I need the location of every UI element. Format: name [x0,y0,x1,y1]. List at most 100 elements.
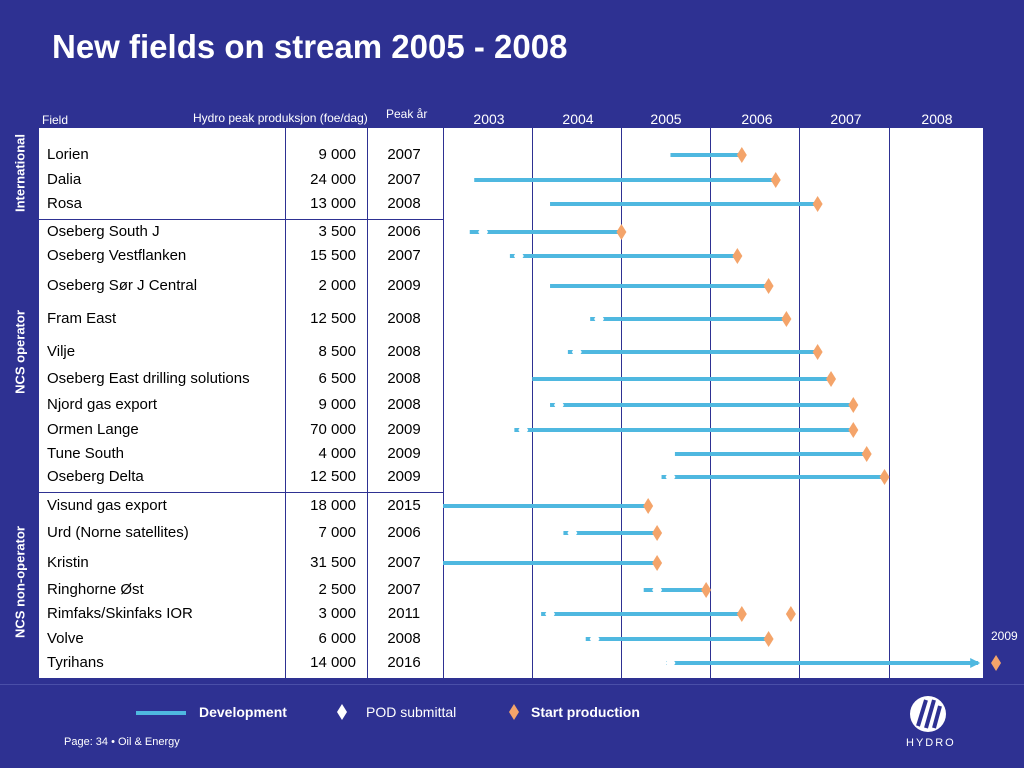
peak-year: 2008 [387,370,421,387]
start-production-marker [826,371,837,387]
peak-year: 2008 [387,310,421,327]
production-value: 2 500 [318,581,356,598]
production-value: 6 500 [318,370,356,387]
pod-marker [571,344,582,360]
peak-year: 2008 [387,343,421,360]
field-name: Oseberg East drilling solutions [47,370,250,387]
production-value: 12 500 [310,310,356,327]
peak-year: 2008 [387,396,421,413]
production-value: 3 000 [318,605,356,622]
legend-development-label: Development [199,704,287,720]
start-production-marker [848,422,859,438]
legend-start-diamond-icon [509,704,519,720]
peak-year: 2009 [387,277,421,294]
start-production-marker [861,446,872,462]
start-production-marker [770,172,781,188]
pod-marker [545,606,556,622]
header-peak: Peak år [386,107,428,121]
start-production-marker [732,248,743,264]
year-tick-2007: 2007 [830,111,862,127]
peak-year: 2009 [387,421,421,438]
field-name: Urd (Norne satellites) [47,524,189,541]
header-production: Hydro peak produksjon (foe/dag) [193,111,368,125]
production-value: 7 000 [318,524,356,541]
peak-year: 2007 [387,554,421,571]
start-production-marker [736,606,747,622]
production-value: 24 000 [310,171,356,188]
field-name: Rosa [47,195,83,212]
production-value: 15 500 [310,247,356,264]
production-value: 8 500 [318,343,356,360]
col-divider-peak [367,128,368,678]
field-name: Njord gas export [47,396,158,413]
field-name: Ormen Lange [47,421,139,438]
peak-year: 2016 [387,654,421,671]
production-value: 13 000 [310,195,356,212]
year-tick-2005: 2005 [650,111,682,127]
field-name: Rimfaks/Skinfaks IOR [47,605,193,622]
start-production-marker [643,498,654,514]
pod-marker [513,248,524,264]
start-production-marker [848,397,859,413]
peak-year: 2006 [387,223,421,240]
start-production-marker [812,196,823,212]
production-value: 9 000 [318,146,356,163]
pod-marker [567,525,578,541]
field-name: Tune South [47,445,124,462]
pod-marker [478,224,489,240]
field-name: Oseberg South J [47,223,160,240]
start-production-marker [763,278,774,294]
peak-year: 2007 [387,171,421,188]
logo-text: HYDRO [906,737,956,749]
overflow-year-label: 2009 [991,629,1018,643]
field-name: Volve [47,630,84,647]
pod-marker [518,422,529,438]
start-production-marker [701,582,712,598]
pod-marker [665,469,676,485]
production-value: 70 000 [310,421,356,438]
footer-divider [0,684,1024,685]
start-production-marker [812,344,823,360]
section-divider [39,219,443,220]
start-production-marker [991,655,1002,671]
col-divider-2003 [443,128,444,678]
hydro-logo-icon [910,696,946,732]
production-value: 14 000 [310,654,356,671]
field-name: Visund gas export [47,497,167,514]
pod-marker [553,397,564,413]
production-value: 2 000 [318,277,356,294]
page-footer: Page: 34 • Oil & Energy [64,736,180,748]
start-production-marker [785,606,796,622]
peak-year: 2007 [387,247,421,264]
peak-year: 2008 [387,630,421,647]
peak-year: 2006 [387,524,421,541]
start-production-marker [781,311,792,327]
peak-year: 2008 [387,195,421,212]
start-production-marker [879,469,890,485]
start-production-marker [652,525,663,541]
field-name: Fram East [47,310,117,327]
grid-line-2004 [532,128,533,678]
peak-year: 2015 [387,497,421,514]
pod-marker [594,311,605,327]
header-field: Field [42,113,69,127]
col-divider-production [285,128,286,678]
page-title: New fields on stream 2005 - 2008 [52,28,568,65]
start-production-marker [616,224,627,240]
field-name: Ringhorne Øst [47,581,144,598]
legend-start-label: Start production [531,704,640,720]
year-tick-2006: 2006 [741,111,773,127]
year-tick-2003: 2003 [473,111,505,127]
legend-development-swatch [136,711,186,715]
peak-year: 2007 [387,581,421,598]
production-value: 6 000 [318,630,356,647]
field-name: Oseberg Delta [47,468,144,485]
production-value: 31 500 [310,554,356,571]
production-value: 3 500 [318,223,356,240]
start-production-marker [652,555,663,571]
production-value: 9 000 [318,396,356,413]
year-tick-2004: 2004 [562,111,594,127]
start-production-marker [763,631,774,647]
pod-marker [665,655,676,671]
